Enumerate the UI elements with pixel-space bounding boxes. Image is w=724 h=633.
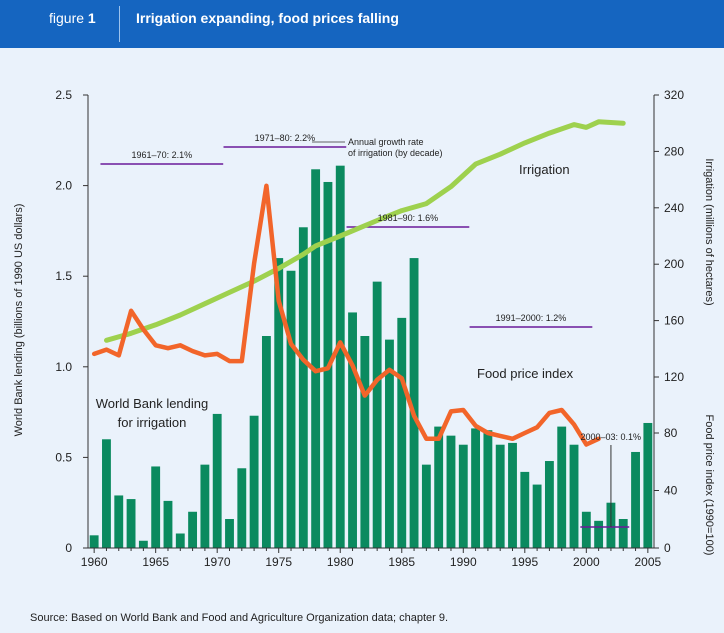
lending-bar-1997: [544, 461, 554, 548]
irrigation-tick-label-280: 280: [664, 144, 684, 158]
lending-bar-1980: [335, 165, 345, 548]
header-divider: [119, 6, 120, 42]
figure-title: Irrigation expanding, food prices fallin…: [136, 10, 399, 26]
lending-bar-1981: [348, 312, 357, 548]
lending-bar-1982: [360, 335, 370, 548]
left-tick-label-2.5: 2.5: [55, 88, 72, 102]
lending-bar-1971: [225, 519, 234, 548]
lending-bar-2003: [618, 519, 628, 548]
lending-bar-1960: [89, 535, 99, 548]
lending-bar-1973: [249, 415, 259, 548]
x-tick-label-1960: 1960: [81, 555, 108, 569]
lending-bar-1986: [409, 258, 419, 548]
irrigation-tick-label-120: 120: [664, 370, 684, 384]
lending-bar-1964: [138, 540, 148, 548]
lending-bar-1977: [298, 227, 308, 548]
lending-bar-1992: [483, 430, 493, 548]
lending-bar-1996: [532, 484, 542, 548]
x-tick-label-2000: 2000: [573, 555, 600, 569]
lending-bar-2005: [643, 422, 653, 548]
irrigation-tick-label-160: 160: [664, 314, 684, 328]
left-tick-label-1.5: 1.5: [55, 269, 72, 283]
lending-bar-1989: [446, 435, 456, 548]
food-tick-label-40: 40: [664, 484, 678, 498]
decade-rate-markers: [100, 146, 630, 528]
lending-bar-2004: [631, 451, 640, 548]
figure-label: figure 1: [49, 10, 96, 26]
irrigation-axis-title: Irrigation (millions of hectares): [703, 158, 715, 305]
lending-bar-2001: [594, 520, 604, 548]
left-tick-label-1.0: 1.0: [55, 360, 72, 374]
lending-label-2: for irrigation: [118, 415, 187, 430]
lending-bar-1978: [311, 169, 321, 549]
x-tick-label-1970: 1970: [204, 555, 231, 569]
x-tick-label-1995: 1995: [511, 555, 538, 569]
food-axis-title: Food price index (1990=100): [703, 415, 715, 556]
irrigation-tick-label-200: 200: [664, 257, 684, 271]
x-tick-label-1980: 1980: [327, 555, 354, 569]
lending-bar-1987: [421, 464, 431, 548]
lending-bar-1967: [175, 533, 185, 548]
food-tick-label-0: 0: [664, 541, 671, 555]
lending-bar-1969: [200, 464, 210, 548]
lending-bar-1965: [151, 466, 161, 548]
x-tick-label-2005: 2005: [634, 555, 661, 569]
food-tick-label-80: 80: [664, 426, 678, 440]
food-price-line: [91, 183, 601, 447]
left-tick-label-0.5: 0.5: [55, 450, 72, 464]
lending-bar-1985: [397, 317, 407, 548]
lending-bar-1984: [385, 339, 394, 548]
lending-bar-1999: [569, 444, 579, 548]
decade-label-2000: 2000–03: 0.1%: [581, 432, 642, 442]
food-price-label: Food price index: [477, 366, 574, 381]
x-tick-label-1975: 1975: [265, 555, 292, 569]
lending-bar-1961: [102, 439, 111, 548]
lending-bar-1963: [126, 499, 136, 548]
decade-label-1991: 1991–2000: 1.2%: [496, 313, 567, 323]
lending-bar-2000: [581, 511, 591, 548]
chart-axes: [83, 94, 659, 553]
lending-bar-1993: [495, 444, 505, 548]
lending-bar-1990: [458, 444, 468, 548]
irrigation-tick-label-320: 320: [664, 88, 684, 102]
lending-bar-1976: [286, 270, 296, 548]
lending-bar-1991: [471, 428, 481, 548]
chart-lines: [91, 119, 626, 447]
decade-label-1981: 1981–90: 1.6%: [378, 213, 439, 223]
lending-bar-1975: [274, 258, 284, 548]
left-tick-label-2.0: 2.0: [55, 179, 72, 193]
lending-bar-1994: [508, 442, 517, 548]
growth-rate-note-1: Annual growth rate: [348, 137, 424, 147]
lending-bar-1988: [434, 426, 444, 548]
lending-bar-1962: [114, 495, 124, 548]
lending-bar-1968: [188, 511, 198, 548]
lending-label-1: World Bank lending: [96, 396, 209, 411]
x-tick-label-1985: 1985: [388, 555, 415, 569]
growth-rate-note-2: of irrigation (by decade): [348, 148, 443, 158]
left-axis-title: World Bank lending (billions of 1990 US …: [13, 204, 25, 437]
x-tick-label-1965: 1965: [142, 555, 169, 569]
lending-bar-1998: [557, 426, 567, 548]
chart: 0 0.5 1.0 1.5 2.0 2.5 1960 1965 1970 1975 1980 1985…: [13, 88, 715, 569]
lending-bar-1983: [372, 281, 382, 548]
lending-bar-1972: [237, 468, 247, 548]
left-tick-label-0: 0: [65, 541, 72, 555]
lending-bar-1966: [163, 500, 173, 548]
lending-bar-1995: [520, 471, 530, 548]
lending-bar-1970: [212, 413, 222, 548]
lending-bars: [89, 165, 653, 549]
lending-bar-1974: [261, 335, 271, 548]
irrigation-tick-label-240: 240: [664, 201, 684, 215]
chart-labels: 0 0.5 1.0 1.5 2.0 2.5 1960 1965 1970 1975 1980 1985…: [13, 88, 715, 569]
decade-label-1971: 1971–80: 2.2%: [255, 133, 316, 143]
figure-header: figure 1 Irrigation expanding, food pric…: [0, 0, 724, 48]
source-note: Source: Based on World Bank and Food and…: [30, 612, 449, 624]
x-tick-label-1990: 1990: [450, 555, 477, 569]
irrigation-label: Irrigation: [519, 162, 570, 177]
decade-label-1961: 1961–70: 2.1%: [132, 150, 193, 160]
